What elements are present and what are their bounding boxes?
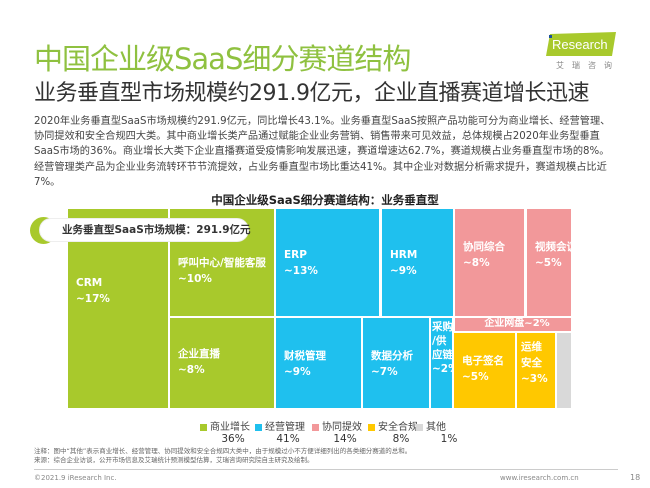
cell-value: ~13%	[284, 265, 318, 277]
legend-item: 商业增长	[200, 418, 250, 433]
treemap-cell: 财税管理 ~9%	[276, 318, 361, 408]
legend-item: 协同提效	[312, 418, 362, 433]
cell-label: 财税管理	[284, 350, 326, 362]
legend-swatch	[200, 423, 207, 431]
cell-value: ~3%	[521, 373, 548, 385]
legend-swatch	[312, 423, 319, 431]
chart-title: 中国企业级SaaS细分赛道结构：业务垂直型	[211, 193, 439, 207]
cell-label: 电子签名	[462, 355, 504, 367]
cell-label: HRM	[390, 249, 418, 261]
treemap-cell	[557, 333, 571, 408]
source-line: 来源：综合企业访谈，公开市场信息及艾瑞统计预测模型估算，艾瑞咨询研究院自主研究及…	[34, 456, 314, 464]
cell-label: ERP	[284, 249, 307, 261]
page-title: 中国企业级SaaS细分赛道结构	[34, 42, 411, 76]
iresearch-logo: Research	[546, 32, 616, 56]
cell-label: 数据分析	[371, 350, 413, 362]
cell-value: ~5%	[535, 257, 562, 269]
summary-paragraph: 2020年业务垂直型SaaS市场规模约291.9亿元，同比增长43.1%。业务垂…	[34, 116, 611, 188]
legend-swatch	[255, 423, 262, 431]
cell-value: ~10%	[178, 273, 212, 285]
legend-label: 安全合规	[378, 422, 418, 433]
cell-value: ~9%	[390, 265, 417, 277]
cell-value: ~7%	[371, 366, 398, 378]
legend-label: 经营管理	[265, 422, 305, 433]
treemap-cell: ERP ~13%	[276, 209, 379, 316]
cell-label: 应链	[432, 349, 452, 361]
treemap-cell: 企业网盘~2%	[455, 318, 571, 331]
legend-swatch	[368, 423, 375, 431]
cell-label: 采购	[432, 321, 452, 333]
treemap-cell: 电子签名 ~5%	[454, 333, 515, 408]
notes: 注释：图中“其他”表示商业增长、经营管理、协同提效和安全合规四大类中，由于规模过…	[34, 447, 411, 465]
legend-swatch	[416, 423, 423, 431]
legend-label: 其他	[426, 422, 446, 433]
legend-label: 协同提效	[322, 422, 362, 433]
cell-value: ~9%	[284, 366, 311, 378]
legend-share: 36%	[221, 433, 245, 445]
market-size-annotation: 业务垂直型SaaS市场规模：291.9亿元	[40, 219, 251, 241]
cell-label: 安全	[521, 357, 542, 369]
svg-text:Research: Research	[552, 37, 608, 52]
legend-item: 经营管理	[255, 418, 305, 433]
page-subtitle: 业务垂直型市场规模约291.9亿元，企业直播赛道增长迅速	[34, 81, 589, 106]
treemap-cell: 视频会议 ~5%	[527, 209, 571, 316]
cell-label: 呼叫中心/智能客服	[178, 257, 266, 269]
note-line: 注释：图中“其他”表示商业增长、经营管理、协同提效和安全合规四大类中，由于规模过…	[34, 447, 412, 455]
cell-value: ~8%	[178, 364, 205, 376]
cell-label: 视频会议	[535, 241, 571, 253]
legend-share: 1%	[440, 433, 458, 445]
footer-divider	[34, 469, 618, 470]
legend-share: 14%	[333, 433, 357, 445]
treemap-cell: 协同综合 ~8%	[455, 209, 524, 316]
cell-label: /供	[432, 335, 447, 347]
copyright: ©2021.9 iResearch Inc.	[34, 474, 117, 482]
legend-item: 其他	[416, 418, 446, 433]
cell-label: 协同综合	[463, 241, 505, 253]
cell-value: ~5%	[462, 371, 489, 383]
page-number: 18	[630, 473, 641, 482]
treemap-cell: CRM ~17%	[68, 209, 168, 408]
treemap-cell: 运维安全 ~3%	[517, 333, 555, 408]
legend-share: 8%	[392, 433, 410, 445]
logo-subtitle: 艾瑞咨询	[556, 61, 620, 70]
legend-share: 41%	[276, 433, 300, 445]
cell-value: ~8%	[463, 257, 490, 269]
cell-label: 企业直播	[178, 348, 220, 360]
treemap-cell: 数据分析 ~7%	[363, 318, 429, 408]
treemap-cell: 采购/供应链 ~2%	[431, 318, 452, 408]
legend-item: 安全合规	[368, 418, 418, 433]
legend-label: 商业增长	[210, 422, 250, 433]
website: www.iresearch.com.cn	[500, 474, 579, 482]
cell-label: 企业网盘~2%	[484, 318, 550, 329]
cell-label: CRM	[76, 277, 103, 289]
cell-value: ~17%	[76, 293, 110, 305]
treemap-cell: 企业直播 ~8%	[170, 318, 274, 408]
treemap-cell: HRM ~9%	[382, 209, 453, 316]
cell-value: ~2%	[432, 363, 452, 375]
cell-label: 运维	[521, 341, 542, 353]
